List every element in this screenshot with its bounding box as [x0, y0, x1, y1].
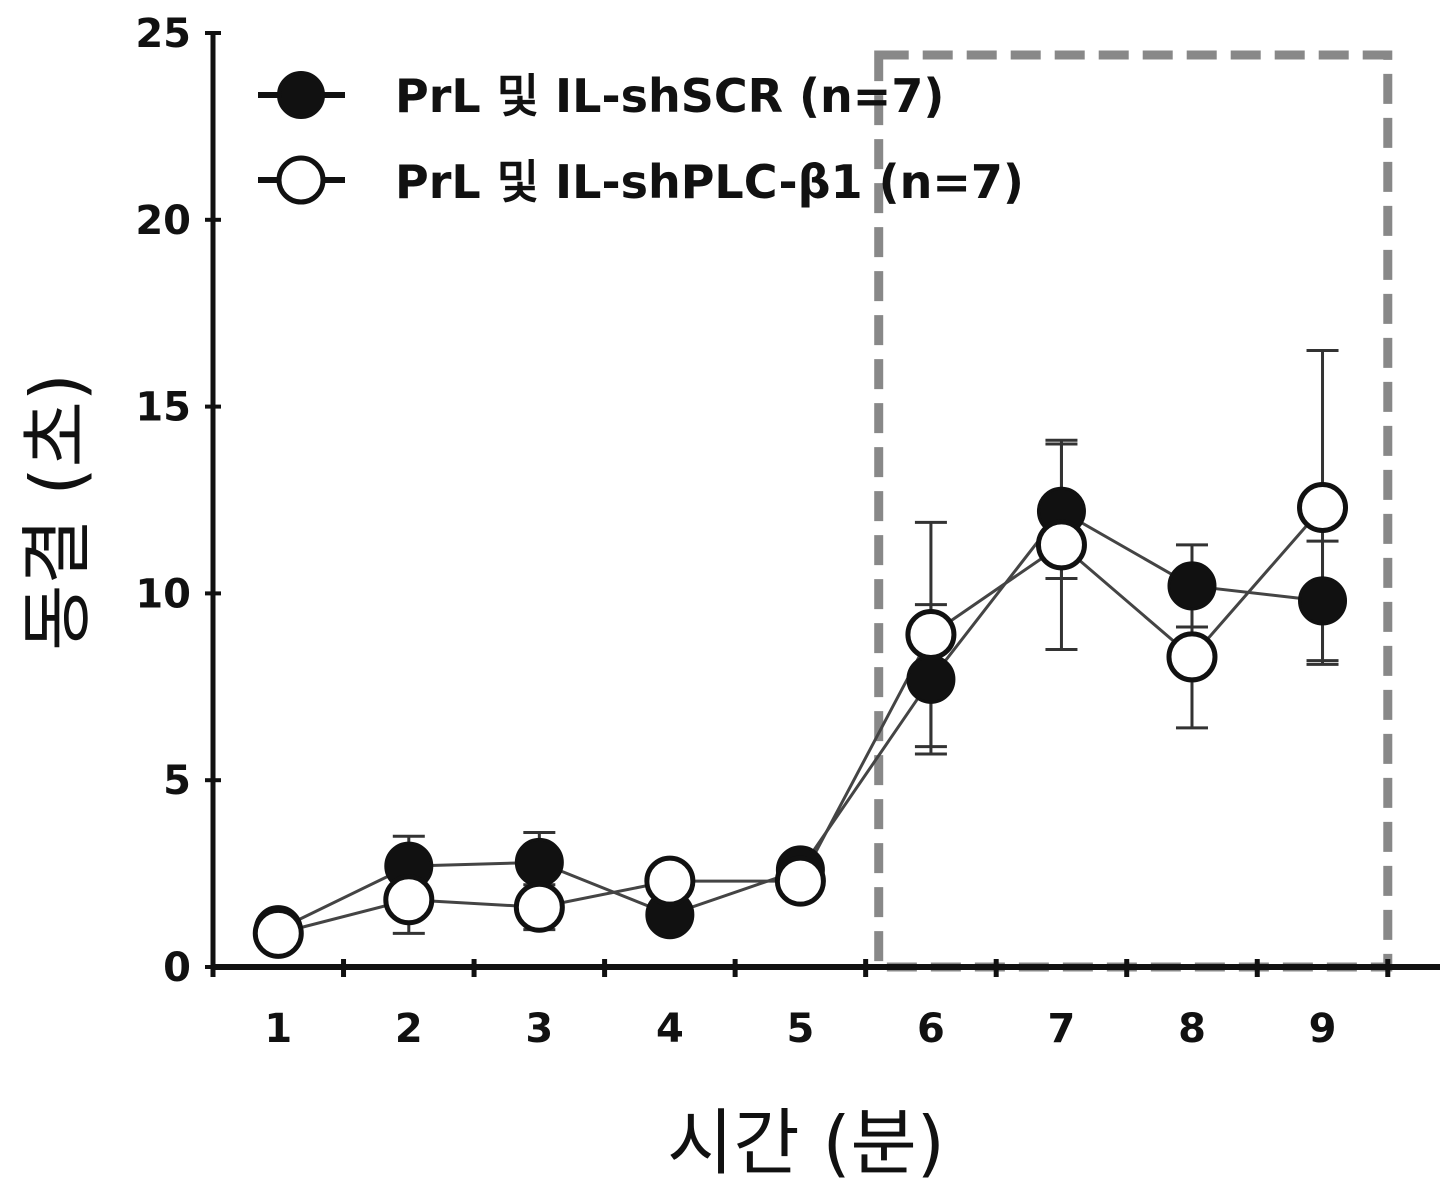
- data-point-open: [383, 874, 435, 926]
- legend: PrL 및 IL-shSCR (n=7) PrL 및 IL-shPLC-β1 (…: [258, 69, 1024, 209]
- data-point-filled: [514, 837, 564, 887]
- x-tick-label: 3: [525, 1006, 553, 1052]
- y-axis-title: 동결 (초): [15, 373, 99, 651]
- y-tick-label: 15: [135, 385, 191, 431]
- data-point-open: [513, 881, 565, 933]
- data-point-open: [1297, 481, 1349, 533]
- y-tick-label: 5: [163, 758, 191, 804]
- x-tick-label: 8: [1178, 1006, 1206, 1052]
- legend-marker-filled-circle: [277, 71, 325, 119]
- x-tick-label: 6: [917, 1006, 945, 1052]
- axes: 0 5 10 15 20 25 1 2 3 4 5 6 7 8 9: [135, 11, 1440, 1052]
- data-point-filled: [1298, 576, 1348, 626]
- x-tick-label: 2: [395, 1006, 423, 1052]
- x-tick-label: 9: [1309, 1006, 1337, 1052]
- x-tick-label: 7: [1048, 1006, 1076, 1052]
- y-tick-label: 10: [135, 571, 191, 617]
- data-point-open: [644, 855, 696, 907]
- x-tick-label: 4: [656, 1006, 684, 1052]
- data-point-filled: [906, 654, 956, 704]
- legend-label-0: PrL 및 IL-shSCR (n=7): [395, 69, 944, 123]
- data-point-open: [774, 855, 826, 907]
- x-tick-label: 5: [786, 1006, 814, 1052]
- y-tick-label: 25: [135, 11, 191, 57]
- data-point-open: [1035, 519, 1087, 571]
- data-point-open: [252, 907, 304, 959]
- x-axis-title: 시간 (분): [667, 1101, 945, 1185]
- legend-marker-open-circle: [276, 155, 326, 205]
- y-tick-label: 0: [163, 945, 191, 991]
- series-layer: [252, 349, 1349, 959]
- data-point-open: [1166, 631, 1218, 683]
- legend-label-1: PrL 및 IL-shPLC-β1 (n=7): [395, 155, 1024, 209]
- x-tick-label: 1: [264, 1006, 292, 1052]
- data-point-open: [905, 608, 957, 660]
- y-tick-label: 20: [135, 198, 191, 244]
- data-point-filled: [1167, 561, 1217, 611]
